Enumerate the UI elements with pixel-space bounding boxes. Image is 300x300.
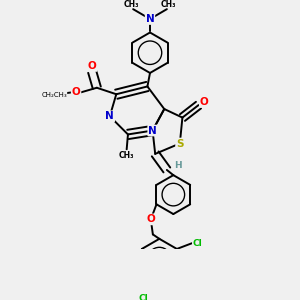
Text: N: N	[105, 111, 114, 121]
Text: H: H	[174, 161, 182, 170]
Text: O: O	[200, 97, 208, 107]
Text: CH₃: CH₃	[119, 151, 134, 160]
Text: CH₃: CH₃	[160, 0, 176, 9]
Text: Cl: Cl	[139, 294, 148, 300]
Text: O: O	[72, 87, 80, 98]
Text: S: S	[176, 139, 184, 148]
Text: O: O	[88, 61, 97, 71]
Text: O: O	[146, 214, 155, 224]
Text: N: N	[146, 14, 154, 24]
Text: CH₂CH₃: CH₂CH₃	[41, 92, 67, 98]
Text: Cl: Cl	[193, 239, 202, 248]
Text: N: N	[148, 125, 157, 136]
Text: CH₃: CH₃	[124, 0, 140, 9]
